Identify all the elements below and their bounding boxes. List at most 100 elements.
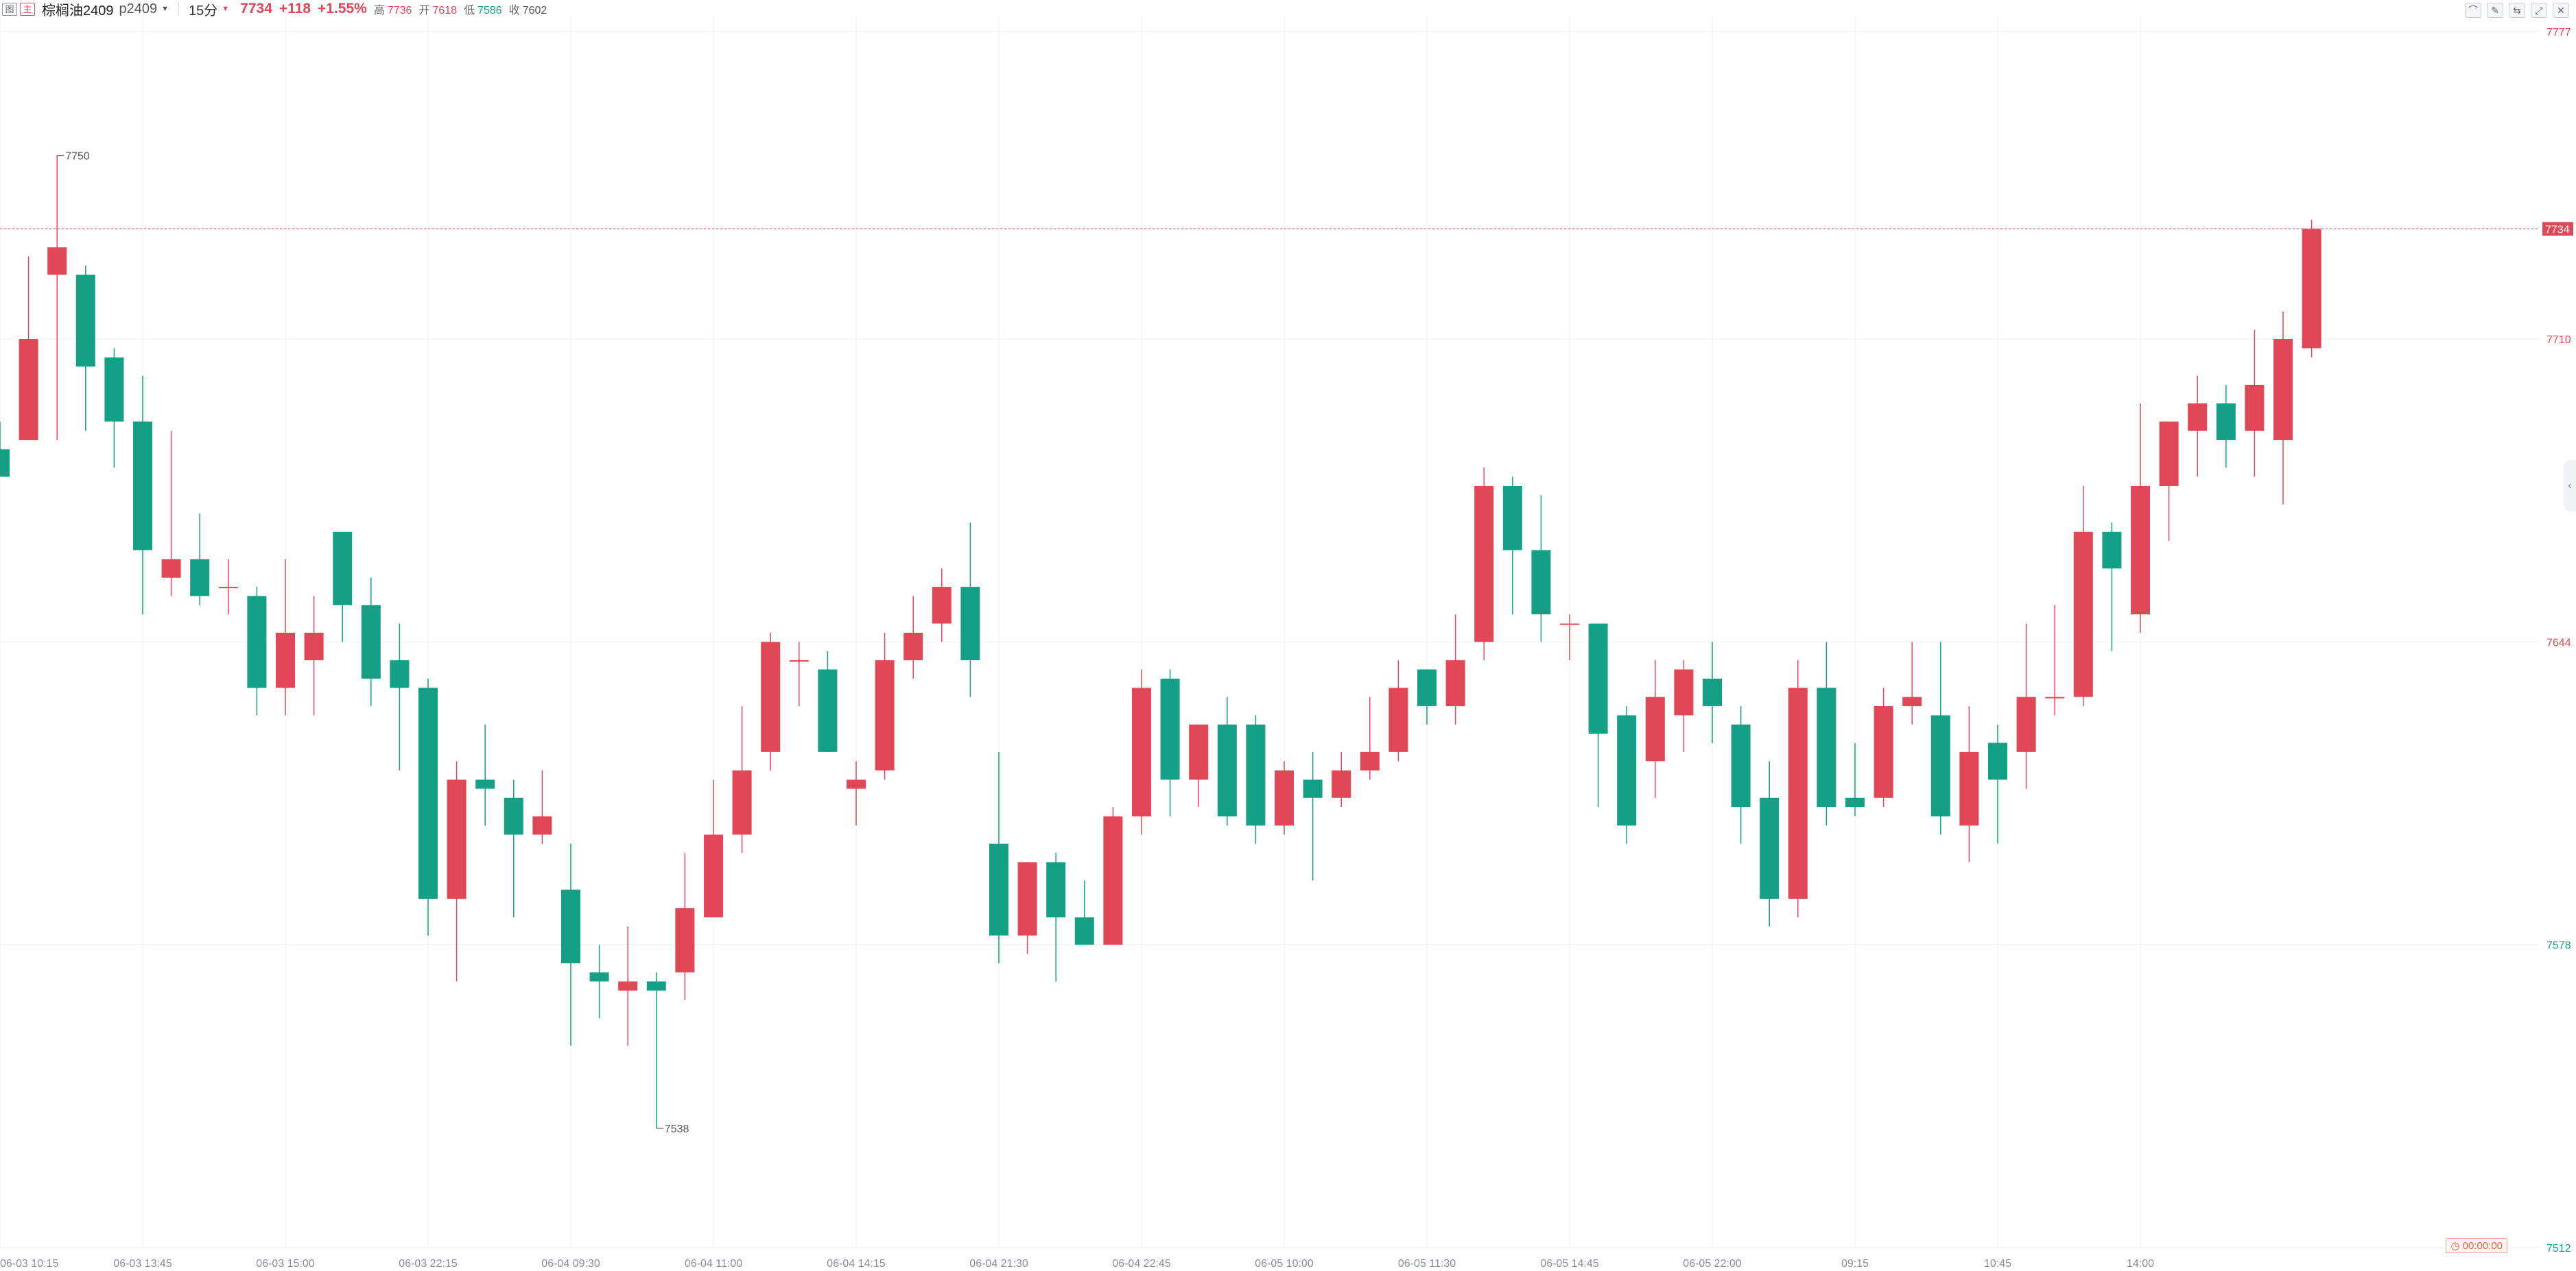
candles	[0, 155, 2321, 1129]
close-icon[interactable]: ✕	[2553, 3, 2569, 18]
candle-60	[1703, 642, 1722, 743]
toolbar-divider	[178, 3, 180, 15]
candle-body-81	[2302, 229, 2321, 349]
y-tick-label-2: 7644	[2547, 637, 2571, 649]
candle-body-45	[1275, 770, 1294, 826]
candle-body-21	[589, 972, 609, 982]
y-tick-label-0: 7777	[2547, 27, 2571, 38]
candle-body-7	[190, 559, 210, 596]
candle-body-34	[960, 587, 980, 661]
candle-body-28	[789, 660, 809, 662]
candle-body-72	[2045, 697, 2065, 699]
candle-59	[1674, 660, 1694, 752]
candle-body-46	[1303, 779, 1323, 798]
candle-42	[1189, 724, 1209, 808]
low-label: 低	[464, 5, 475, 16]
candle-22	[618, 926, 638, 1046]
candle-25	[704, 779, 723, 918]
candle-7	[190, 513, 210, 605]
candle-18	[504, 779, 523, 918]
candle-39	[1103, 807, 1123, 945]
contract-name[interactable]: 棕榈油2409	[42, 3, 114, 19]
x-tick-label-3: 06-03 22:15	[399, 1258, 458, 1270]
low-value: 7586	[477, 5, 502, 16]
candle-body-22	[618, 981, 638, 991]
x-tick-label-12: 06-05 22:00	[1683, 1258, 1742, 1270]
candle-body-40	[1132, 688, 1151, 817]
candle-body-63	[1788, 688, 1808, 899]
candle-body-33	[932, 587, 952, 624]
candle-11	[304, 596, 324, 716]
open-value: 7618	[432, 5, 458, 16]
main-contract-icon[interactable]: 主	[20, 2, 35, 16]
candle-70	[1988, 724, 2007, 844]
candle-51	[1445, 614, 1465, 725]
candle-body-10	[276, 632, 295, 688]
candle-body-2	[47, 247, 67, 275]
candle-24	[675, 852, 695, 1000]
expand-icon[interactable]: ⤢	[2531, 3, 2547, 18]
price-change-pct: +1.55%	[318, 1, 367, 16]
candle-body-42	[1189, 724, 1209, 780]
candle-5	[133, 375, 152, 615]
x-tick-label-8: 06-04 22:45	[1112, 1258, 1171, 1270]
annotation-label-1: 7538	[665, 1123, 689, 1135]
candle-43	[1217, 697, 1237, 826]
candle-body-3	[75, 275, 95, 367]
candle-38	[1074, 881, 1094, 945]
candle-15	[418, 678, 438, 936]
candle-body-5	[133, 421, 152, 550]
candle-body-60	[1703, 678, 1722, 706]
candle-body-49	[1389, 688, 1408, 752]
chart-mode-icon[interactable]: 图	[2, 2, 17, 16]
candle-56	[1588, 623, 1608, 808]
candle-body-66	[1874, 706, 1893, 798]
x-tick-label-6: 06-04 14:15	[827, 1258, 886, 1270]
candle-body-47	[1332, 770, 1351, 798]
candle-body-76	[2159, 421, 2179, 486]
candle-body-36	[1017, 862, 1037, 936]
candle-26	[732, 706, 752, 853]
candle-33	[932, 568, 952, 642]
side-panel-toggle[interactable]: ‹	[2564, 460, 2576, 512]
candle-body-4	[104, 357, 124, 422]
candle-body-68	[1930, 715, 1950, 817]
candle-0	[0, 421, 10, 477]
candle-body-51	[1445, 660, 1465, 706]
candle-body-77	[2188, 403, 2208, 431]
candle-body-17	[475, 779, 495, 789]
candle-body-43	[1217, 724, 1237, 817]
candle-81	[2302, 220, 2321, 358]
swap-icon[interactable]: ⇆	[2509, 3, 2525, 18]
candle-body-30	[847, 779, 866, 789]
candle-body-65	[1845, 797, 1865, 808]
chart-toolbar: 图 主 棕榈油2409 p2409 ▼ 15分 ▼ 7734 +118 +1.5…	[0, 0, 2576, 19]
x-tick-label-5: 06-04 11:00	[685, 1258, 742, 1270]
close-stat: 收 7602	[509, 1, 547, 17]
close-value: 7602	[522, 5, 547, 16]
candle-body-53	[1502, 485, 1522, 550]
candle-body-41	[1160, 678, 1180, 780]
contract-dropdown-icon[interactable]: ▼	[161, 5, 169, 13]
candle-body-20	[561, 889, 580, 964]
candle-77	[2188, 375, 2208, 477]
candle-body-18	[504, 797, 523, 835]
candle-58	[1645, 660, 1665, 798]
draw-icon[interactable]: ✎	[2487, 3, 2503, 18]
candle-65	[1845, 743, 1865, 817]
last-price: 7734	[240, 1, 272, 16]
candle-71	[2016, 623, 2036, 789]
interval-selector[interactable]: 15分	[189, 3, 218, 19]
candle-30	[847, 761, 866, 826]
indicator-icon[interactable]: ⌒	[2465, 3, 2481, 18]
x-tick-label-10: 06-05 11:30	[1398, 1258, 1456, 1270]
candle-76	[2159, 421, 2179, 541]
contract-code[interactable]: p2409	[119, 1, 158, 16]
interval-dropdown-icon[interactable]: ▼	[222, 5, 230, 13]
candle-body-9	[247, 596, 267, 688]
x-tick-label-1: 06-03 13:45	[113, 1258, 172, 1270]
candle-10	[276, 559, 295, 716]
x-tick-label-13: 09:15	[1841, 1258, 1869, 1270]
candle-53	[1502, 476, 1522, 615]
